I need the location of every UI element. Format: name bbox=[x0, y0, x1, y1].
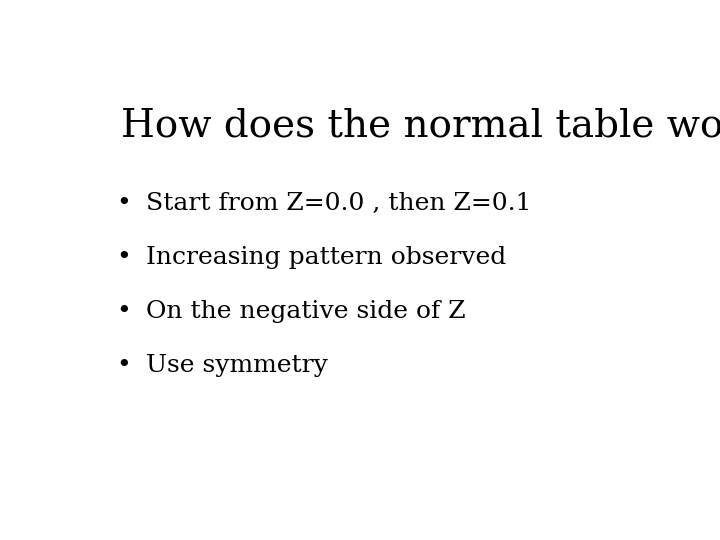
Text: •: • bbox=[116, 354, 131, 377]
Text: Start from Z=0.0 , then Z=0.1: Start from Z=0.0 , then Z=0.1 bbox=[145, 192, 531, 214]
Text: •: • bbox=[116, 246, 131, 269]
Text: On the negative side of Z: On the negative side of Z bbox=[145, 300, 465, 323]
Text: How does the normal table work?: How does the normal table work? bbox=[121, 109, 720, 145]
Text: •: • bbox=[116, 300, 131, 323]
Text: Increasing pattern observed: Increasing pattern observed bbox=[145, 246, 506, 269]
Text: •: • bbox=[116, 192, 131, 214]
Text: Use symmetry: Use symmetry bbox=[145, 354, 328, 377]
